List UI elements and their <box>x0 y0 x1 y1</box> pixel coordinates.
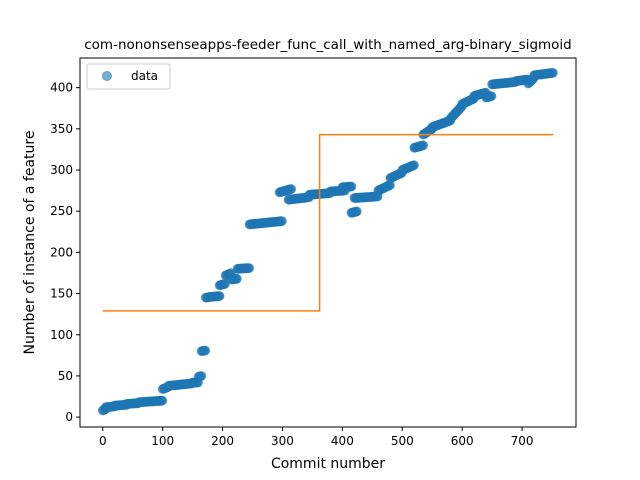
data-point <box>157 395 168 406</box>
y-tick-label: 150 <box>50 287 73 301</box>
x-tick-label: 300 <box>271 434 294 448</box>
legend-box <box>86 63 171 90</box>
x-tick-label: 0 <box>99 434 107 448</box>
x-tick-label: 400 <box>331 434 354 448</box>
legend-marker-data <box>102 71 112 81</box>
x-tick-label: 200 <box>211 434 234 448</box>
series-data <box>97 68 558 416</box>
x-axis-label: Commit number <box>271 456 385 472</box>
chart-title: com-nononsenseapps-feeder_func_call_with… <box>84 37 572 53</box>
data-point <box>548 68 558 78</box>
y-tick-label: 300 <box>50 163 73 177</box>
data-point <box>276 216 287 227</box>
data-point <box>346 181 357 192</box>
data-point <box>351 206 362 217</box>
y-tick-label: 400 <box>50 81 73 95</box>
data-point <box>409 160 419 171</box>
x-axis: 0 100 200 300 400 500 600 700 <box>99 427 534 448</box>
y-tick-label: 200 <box>50 245 73 259</box>
data-point <box>418 140 429 151</box>
data-point <box>244 263 255 274</box>
data-point <box>231 273 242 284</box>
data-point <box>486 91 497 101</box>
x-tick-label: 600 <box>451 434 474 448</box>
y-tick-label: 100 <box>50 328 73 342</box>
legend-label-data: data <box>131 69 158 83</box>
y-tick-label: 350 <box>50 122 73 136</box>
plot-area <box>97 68 558 416</box>
y-tick-label: 0 <box>65 410 73 424</box>
y-axis-label: Number of instance of a feature <box>22 131 38 355</box>
fit-step-line <box>102 133 554 312</box>
y-tick-label: 50 <box>58 369 73 383</box>
x-tick-label: 100 <box>151 434 174 448</box>
y-axis: 0 50 100 150 200 250 300 350 400 <box>50 81 80 424</box>
data-point <box>200 345 211 356</box>
x-tick-label: 700 <box>511 434 534 448</box>
x-tick-label: 500 <box>391 434 414 448</box>
axes-frame <box>79 57 577 428</box>
y-tick-label: 250 <box>50 204 73 218</box>
legend: data <box>86 63 171 90</box>
data-point <box>214 291 225 301</box>
data-point <box>286 184 297 194</box>
data-point <box>196 371 207 381</box>
